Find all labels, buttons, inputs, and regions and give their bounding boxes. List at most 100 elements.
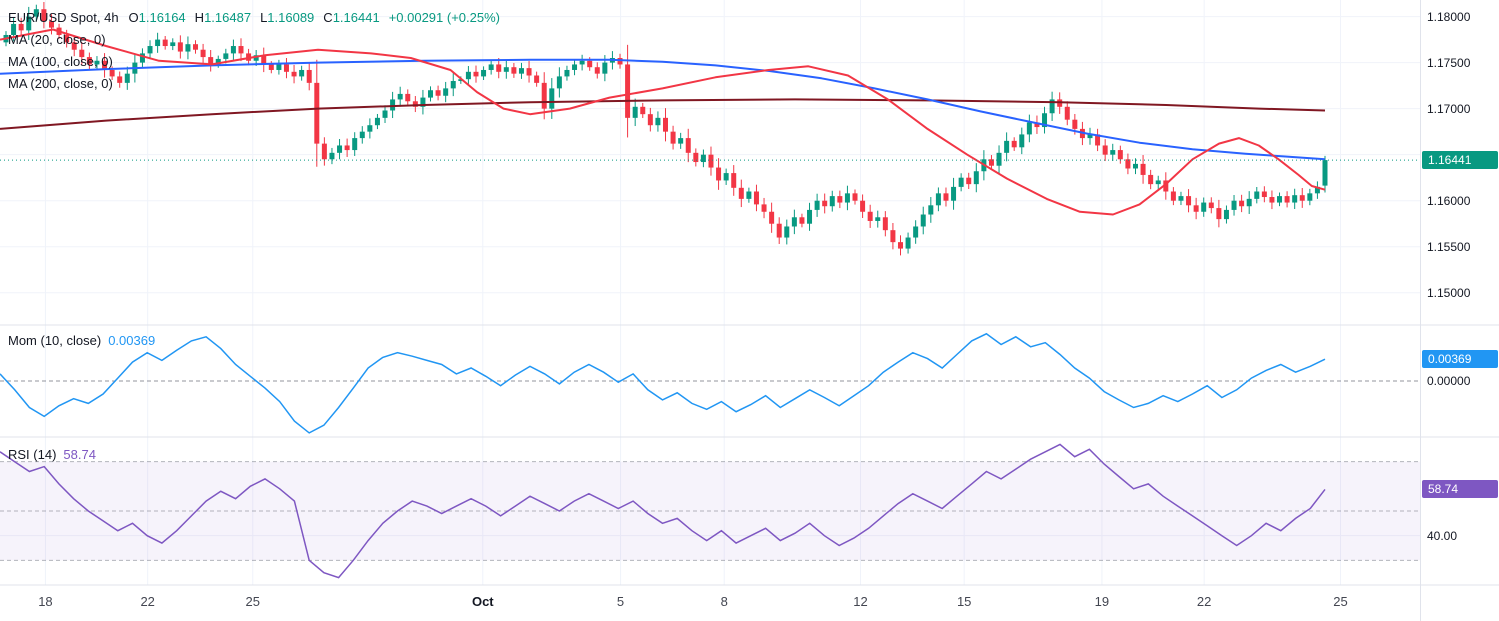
time-tick-label: 25 bbox=[245, 594, 260, 609]
last-price-badge: 1.16441 bbox=[1422, 151, 1498, 170]
candle-body bbox=[549, 88, 555, 109]
ohlc-high: H 1.16487 bbox=[194, 9, 252, 25]
candle-body bbox=[435, 90, 441, 96]
price-tick-label: 1.15500 bbox=[1427, 239, 1471, 254]
candle-body bbox=[1201, 202, 1207, 212]
ma200-legend-label: MA (200, close, 0) bbox=[8, 75, 113, 91]
candle-body bbox=[200, 49, 206, 58]
rsi-tick-label: 40.00 bbox=[1427, 528, 1458, 543]
candle-body bbox=[261, 55, 267, 65]
candle-body bbox=[988, 159, 994, 166]
candle-body bbox=[268, 64, 274, 70]
candle-body bbox=[822, 200, 828, 207]
candle-body bbox=[33, 9, 39, 17]
ma20-line bbox=[0, 28, 1326, 216]
candle-body bbox=[230, 46, 236, 54]
candle-body bbox=[321, 143, 327, 160]
candle-body bbox=[1117, 150, 1123, 160]
candle-body bbox=[86, 57, 92, 65]
candle-body bbox=[329, 152, 335, 160]
time-tick-label: 5 bbox=[616, 594, 625, 609]
ohlc-close-value: 1.16441 bbox=[332, 9, 380, 25]
candle-body bbox=[283, 64, 289, 72]
candle-body bbox=[1170, 191, 1176, 201]
candle-body bbox=[1269, 197, 1275, 203]
rsi-value-badge: 58.74 bbox=[1422, 480, 1498, 499]
candle-body bbox=[943, 193, 949, 201]
candle-body bbox=[94, 60, 100, 65]
candle-body bbox=[799, 217, 805, 224]
candle-body bbox=[26, 16, 32, 31]
candle-body bbox=[352, 138, 358, 151]
time-tick-label: 12 bbox=[853, 594, 868, 609]
candle-body bbox=[731, 173, 737, 188]
candle-body bbox=[784, 226, 790, 238]
candle-body bbox=[1004, 140, 1010, 153]
candle-body bbox=[473, 71, 479, 77]
price-axis[interactable]: 1.18000 1.17500 1.17000 1.16000 1.15500 1.150… bbox=[1420, 0, 1499, 621]
candle-body bbox=[367, 125, 373, 132]
candle-body bbox=[1148, 174, 1154, 185]
candle-body bbox=[882, 217, 888, 231]
candle-body bbox=[1163, 180, 1169, 192]
momentum-legend[interactable]: Mom (10, close) 0.00369 bbox=[8, 333, 155, 348]
momentum-value-badge: 0.00369 bbox=[1422, 350, 1498, 369]
ma200-legend[interactable]: MA (200, close, 0) bbox=[8, 72, 500, 94]
candle-body bbox=[185, 44, 191, 52]
candle-body bbox=[602, 62, 608, 74]
candle-body bbox=[526, 68, 532, 76]
candle-body bbox=[867, 211, 873, 221]
candle-body bbox=[1223, 209, 1229, 220]
ma20-legend[interactable]: MA (20, close, 0) bbox=[8, 28, 500, 50]
candle-body bbox=[511, 67, 517, 74]
candle-body bbox=[382, 110, 388, 118]
rsi-legend[interactable]: RSI (14) 58.74 bbox=[8, 447, 96, 462]
candle-body bbox=[928, 205, 934, 215]
candle-body bbox=[1110, 150, 1116, 155]
candle-body bbox=[1155, 180, 1161, 185]
candle-body bbox=[1314, 186, 1320, 194]
ohlc-low-value: 1.16089 bbox=[267, 9, 315, 25]
candle-body bbox=[428, 90, 434, 98]
candle-body bbox=[905, 237, 911, 249]
momentum-tick-label: 0.00000 bbox=[1427, 374, 1471, 388]
time-axis[interactable]: 18 22 25 Oct 5 8 12 15 19 22 25 bbox=[0, 586, 1420, 621]
candle-body bbox=[147, 46, 153, 54]
candle-body bbox=[465, 71, 471, 80]
candle-body bbox=[223, 53, 229, 59]
candle-body bbox=[852, 193, 858, 201]
candle-body bbox=[139, 53, 145, 63]
ma20-legend-label: MA (20, close, 0) bbox=[8, 31, 106, 47]
candle-body bbox=[973, 171, 979, 185]
time-tick-label: 19 bbox=[1094, 594, 1110, 609]
candle-body bbox=[1239, 200, 1245, 207]
candle-body bbox=[1284, 196, 1290, 203]
candle-body bbox=[996, 152, 1002, 166]
candle-body bbox=[594, 67, 600, 74]
price-tick-label: 1.17000 bbox=[1427, 101, 1471, 116]
candle-body bbox=[920, 214, 926, 227]
candle-body bbox=[617, 58, 623, 65]
candle-body bbox=[1261, 191, 1267, 198]
candle-body bbox=[632, 106, 638, 118]
candle-body bbox=[670, 131, 676, 144]
candle-body bbox=[18, 23, 24, 31]
candle-body bbox=[1186, 196, 1192, 206]
symbol-legend: EUR/USD Spot, 4h O 1.16164 H 1.16487 L 1.16… bbox=[8, 6, 500, 94]
candle-body bbox=[1102, 145, 1108, 155]
candle-body bbox=[655, 117, 661, 126]
candle-body bbox=[503, 67, 509, 72]
candle-body bbox=[306, 69, 312, 83]
candle-body bbox=[1277, 196, 1283, 203]
candle-body bbox=[579, 60, 585, 65]
ma100-legend[interactable]: MA (100, close, 0) bbox=[8, 50, 500, 72]
rsi-line bbox=[0, 443, 1326, 579]
candle-body bbox=[776, 223, 782, 238]
symbol-ohlc-row[interactable]: EUR/USD Spot, 4h O 1.16164 H 1.16487 L 1.16… bbox=[8, 6, 500, 28]
candle-body bbox=[337, 145, 343, 153]
candle-body bbox=[647, 114, 653, 126]
candle-body bbox=[314, 82, 320, 144]
time-tick-label: 18 bbox=[38, 594, 53, 609]
candle-body bbox=[1072, 119, 1078, 129]
